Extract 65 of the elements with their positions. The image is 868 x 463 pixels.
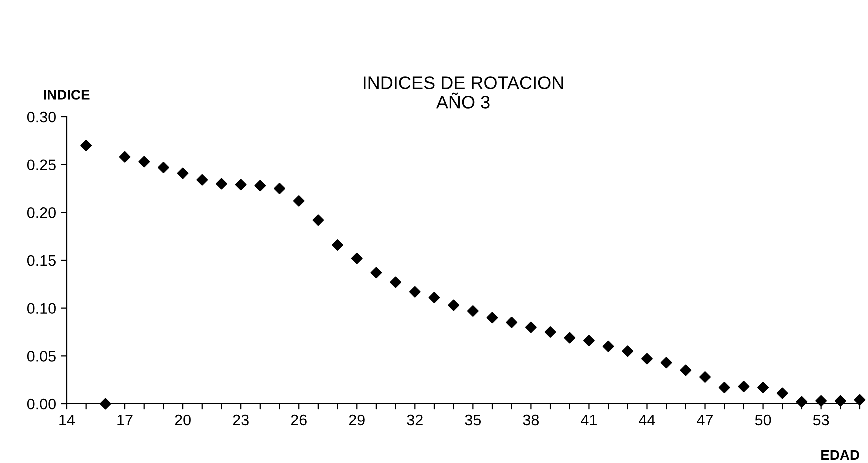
x-tick-label: 32 [407, 414, 423, 426]
point [700, 372, 711, 383]
x-tick-label: 47 [697, 414, 713, 426]
point [680, 364, 692, 376]
point [525, 322, 537, 334]
point [138, 156, 150, 168]
y-tick-label: 0.15 [27, 255, 56, 266]
point [216, 178, 228, 190]
y-tick-label: 0.05 [27, 351, 56, 362]
point [196, 174, 208, 186]
x-tick-label: 41 [581, 414, 597, 426]
point [100, 398, 112, 410]
point [506, 316, 518, 328]
x-tick-label: 53 [813, 414, 830, 426]
point [351, 252, 363, 264]
x-tick-label: 35 [465, 414, 482, 426]
point [854, 394, 866, 406]
chart-title: INDICES DE ROTACION AÑO 3 [364, 76, 564, 109]
point [718, 382, 730, 394]
x-axis-title: EDAD [822, 450, 860, 460]
point [370, 267, 382, 279]
point [544, 326, 556, 338]
x-tick-label: 17 [118, 414, 133, 426]
x-tick-label: 20 [175, 414, 191, 426]
y-tick-label: 0.10 [27, 303, 56, 314]
point [235, 179, 247, 191]
x-tick-label: 50 [755, 414, 772, 426]
point [428, 292, 440, 304]
point [80, 140, 92, 152]
point [816, 395, 828, 407]
point [776, 388, 788, 400]
point [584, 335, 595, 347]
x-tick-label: 38 [523, 414, 540, 426]
point [467, 306, 479, 317]
point [602, 340, 614, 352]
point [293, 195, 305, 207]
point [254, 180, 266, 192]
point [332, 239, 344, 251]
point [738, 381, 750, 392]
x-tick-label: 29 [349, 414, 365, 426]
point [409, 286, 421, 298]
y-tick-label: 0.25 [27, 160, 56, 171]
y-tick-label: 0.00 [27, 398, 56, 410]
point [119, 151, 131, 163]
y-tick-label: 0.20 [27, 208, 56, 218]
y-axis-title: INDICE [44, 90, 90, 100]
point [796, 396, 808, 408]
y-tick-label: 0.30 [27, 112, 56, 123]
point [312, 214, 324, 226]
point [642, 353, 653, 365]
point [660, 357, 672, 369]
point [177, 168, 189, 180]
x-tick-label: 14 [60, 414, 76, 426]
x-tick-label: 44 [639, 414, 656, 426]
x-tick-label: 26 [291, 414, 307, 426]
point [486, 312, 498, 324]
point [274, 183, 286, 194]
point [622, 346, 634, 358]
x-tick-label: 23 [233, 414, 249, 426]
point [758, 382, 769, 394]
point [564, 332, 576, 344]
point [158, 162, 170, 174]
point [834, 395, 846, 407]
point [448, 300, 460, 312]
point [390, 276, 402, 288]
